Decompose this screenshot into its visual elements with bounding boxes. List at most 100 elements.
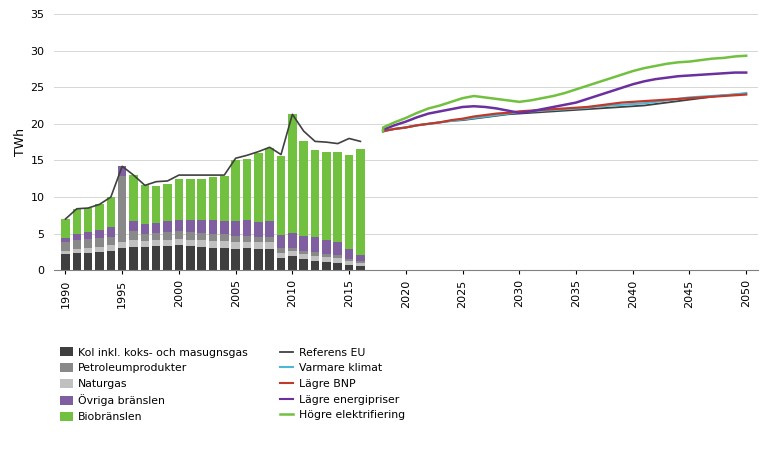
Bar	[73, 240, 81, 249]
Bar	[129, 240, 138, 247]
Legend: Kol inkl. koks- och masugnsgas, Petroleumprodukter, Naturgas, Övriga bränslen, B: Kol inkl. koks- och masugnsgas, Petroleu…	[60, 348, 405, 422]
Bar	[265, 237, 274, 242]
Bar	[141, 247, 149, 270]
Bar	[356, 266, 365, 270]
Bar	[322, 262, 331, 270]
Bar	[277, 248, 285, 253]
Bar	[141, 241, 149, 247]
Bar	[84, 248, 93, 253]
Bar	[356, 263, 365, 266]
Bar	[277, 156, 285, 235]
Bar	[299, 141, 308, 236]
Bar	[141, 224, 149, 233]
Bar	[152, 186, 161, 223]
Bar	[288, 114, 297, 233]
Bar	[288, 256, 297, 270]
Bar	[356, 255, 365, 261]
Bar	[254, 242, 263, 249]
Bar	[288, 247, 297, 251]
Bar	[186, 246, 195, 270]
Bar	[107, 251, 115, 270]
Y-axis label: TWh: TWh	[15, 128, 28, 156]
Bar	[299, 259, 308, 270]
Bar	[163, 246, 172, 270]
Bar	[118, 242, 127, 248]
Bar	[322, 240, 331, 254]
Bar	[333, 263, 342, 270]
Bar	[311, 261, 319, 270]
Bar	[209, 220, 217, 233]
Bar	[265, 249, 274, 270]
Bar	[197, 233, 206, 240]
Bar	[345, 265, 353, 270]
Bar	[107, 227, 115, 237]
Bar	[152, 246, 161, 270]
Bar	[129, 247, 138, 270]
Bar	[73, 234, 81, 240]
Bar	[61, 251, 70, 254]
Bar	[197, 220, 206, 233]
Bar	[61, 254, 70, 270]
Bar	[61, 219, 70, 238]
Bar	[277, 235, 285, 248]
Bar	[345, 261, 353, 265]
Bar	[152, 240, 161, 246]
Bar	[254, 222, 263, 237]
Bar	[288, 251, 297, 256]
Bar	[231, 242, 240, 249]
Bar	[299, 236, 308, 251]
Bar	[107, 197, 115, 227]
Bar	[311, 237, 319, 252]
Bar	[186, 240, 195, 246]
Bar	[175, 239, 183, 246]
Bar	[118, 176, 127, 242]
Bar	[141, 233, 149, 241]
Bar	[163, 184, 172, 221]
Bar	[129, 231, 138, 240]
Bar	[95, 247, 104, 252]
Bar	[299, 254, 308, 259]
Bar	[333, 242, 342, 255]
Bar	[345, 155, 353, 249]
Bar	[61, 238, 70, 242]
Bar	[243, 242, 251, 248]
Bar	[322, 151, 331, 240]
Bar	[175, 246, 183, 270]
Bar	[73, 209, 81, 234]
Bar	[265, 148, 274, 221]
Bar	[220, 241, 229, 247]
Bar	[95, 238, 104, 247]
Bar	[186, 179, 195, 220]
Bar	[107, 246, 115, 251]
Bar	[243, 248, 251, 270]
Bar	[84, 232, 93, 239]
Bar	[231, 236, 240, 242]
Bar	[107, 237, 115, 246]
Bar	[311, 256, 319, 261]
Bar	[243, 236, 251, 242]
Bar	[152, 233, 161, 240]
Bar	[220, 234, 229, 241]
Bar	[186, 220, 195, 232]
Bar	[61, 242, 70, 251]
Bar	[311, 252, 319, 256]
Bar	[231, 221, 240, 236]
Bar	[197, 179, 206, 220]
Bar	[265, 242, 274, 249]
Bar	[175, 232, 183, 239]
Bar	[322, 254, 331, 257]
Bar	[333, 258, 342, 263]
Bar	[175, 220, 183, 232]
Bar	[163, 240, 172, 246]
Bar	[152, 223, 161, 233]
Bar	[356, 261, 365, 263]
Bar	[345, 259, 353, 261]
Bar	[84, 239, 93, 248]
Bar	[118, 248, 127, 270]
Bar	[95, 205, 104, 230]
Bar	[333, 151, 342, 242]
Bar	[220, 221, 229, 234]
Bar	[186, 232, 195, 240]
Bar	[333, 255, 342, 258]
Bar	[265, 221, 274, 237]
